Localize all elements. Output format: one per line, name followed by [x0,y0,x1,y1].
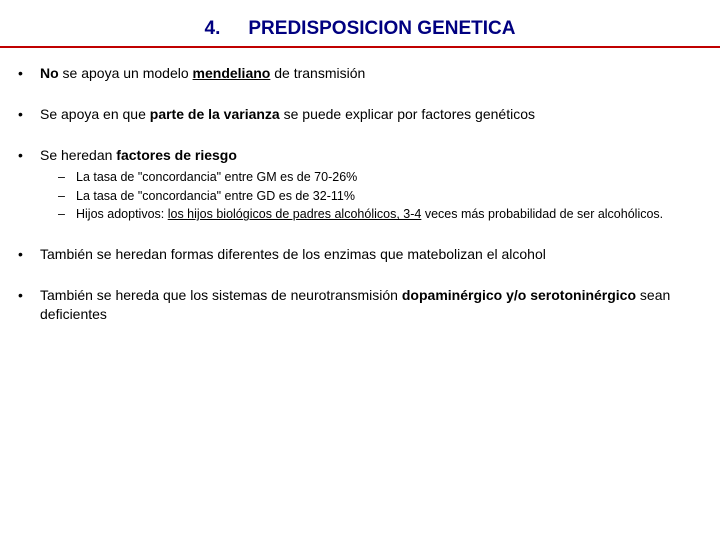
bullet-item: Se apoya en que parte de la varianza se … [14,105,706,124]
text-run: se apoya un modelo [59,65,193,81]
text-run: parte de la varianza [150,106,280,122]
bullet-item: También se heredan formas diferentes de … [14,245,706,264]
slide-content: No se apoya un modelo mendeliano de tran… [0,48,720,324]
text-run: mendeliano [193,65,271,81]
text-run: También se heredan formas diferentes de … [40,246,546,262]
text-run: veces más probabilidad de ser alcohólico… [421,207,663,221]
text-run: factores de riesgo [116,147,237,163]
sub-bullet-item: Hijos adoptivos: los hijos biológicos de… [50,206,706,223]
text-run: Se heredan [40,147,116,163]
text-run: de transmisión [270,65,365,81]
text-run: los hijos biológicos de padres alcohólic… [168,207,422,221]
bullet-item: No se apoya un modelo mendeliano de tran… [14,64,706,83]
text-run: Hijos adoptivos: [76,207,168,221]
sub-bullet-item: La tasa de "concordancia" entre GM es de… [50,169,706,186]
text-run: También se hereda que los sistemas de ne… [40,287,402,303]
text-run: La tasa de "concordancia" entre GD es de… [76,189,355,203]
text-run: dopaminérgico y/o serotoninérgico [402,287,636,303]
title-number: 4. [205,18,221,40]
text-run: La tasa de "concordancia" entre GM es de… [76,170,357,184]
main-bullet-list: No se apoya un modelo mendeliano de tran… [14,64,706,324]
bullet-item: También se hereda que los sistemas de ne… [14,286,706,324]
text-run: Se apoya en que [40,106,150,122]
text-run: se puede explicar por factores genéticos [280,106,535,122]
bullet-item: Se heredan factores de riesgo La tasa de … [14,146,706,224]
sub-bullet-list: La tasa de "concordancia" entre GM es de… [40,169,706,224]
sub-bullet-item: La tasa de "concordancia" entre GD es de… [50,188,706,205]
slide-title-row: 4. PREDISPOSICION GENETICA [0,0,720,46]
text-run: No [40,65,59,81]
title-text: PREDISPOSICION GENETICA [248,18,515,40]
